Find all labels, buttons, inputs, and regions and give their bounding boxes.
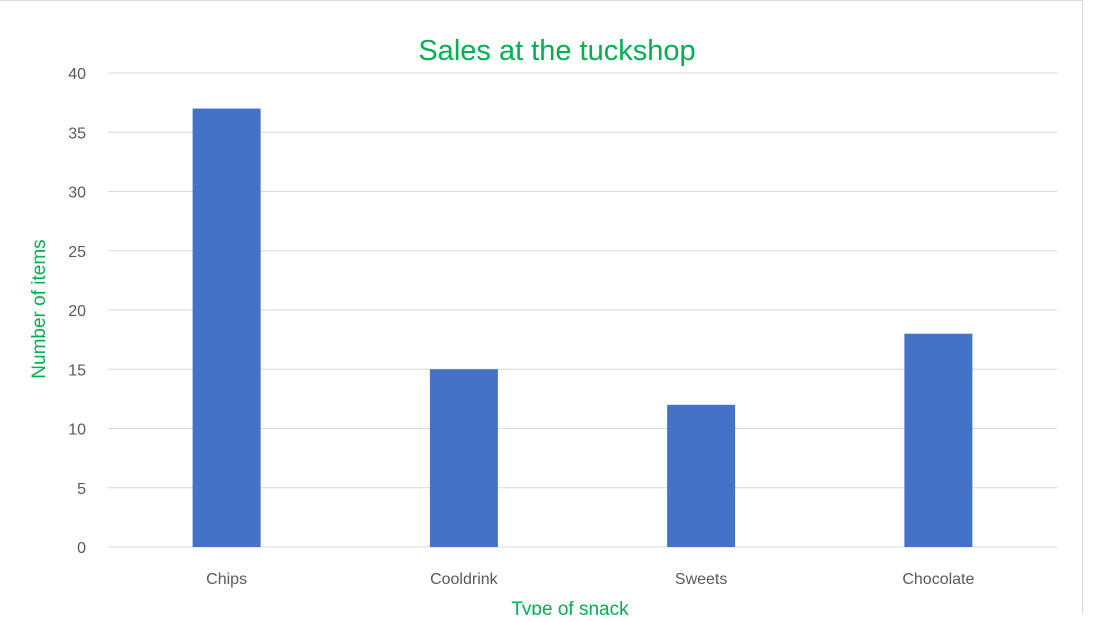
x-tick-label: Chips — [206, 571, 247, 588]
x-axis-title: Type of snack — [511, 599, 629, 615]
y-tick-label: 5 — [77, 481, 86, 498]
x-tick-labels: Chips Cooldrink Sweets Chocolate — [206, 571, 974, 588]
bar-chart: Sales at the tuckshop 0 5 10 15 20 25 30 35 40 C… — [29, 35, 1057, 615]
bar-chips — [192, 108, 261, 548]
bar-sweets — [667, 404, 736, 547]
y-tick-label: 10 — [68, 422, 86, 439]
y-tick-label: 30 — [68, 185, 86, 202]
y-tick-label: 0 — [77, 540, 86, 557]
y-axis-title: Number of items — [29, 239, 50, 378]
bar-cooldrink — [429, 369, 498, 547]
chart-title: Sales at the tuckshop — [418, 35, 695, 67]
x-tick-label: Sweets — [675, 571, 727, 588]
y-tick-label: 40 — [68, 66, 86, 83]
x-tick-label: Chocolate — [902, 571, 974, 588]
gridlines — [108, 72, 1057, 548]
y-tick-label: 15 — [68, 362, 86, 379]
y-tick-label: 25 — [68, 244, 86, 261]
y-tick-labels: 0 5 10 15 20 25 30 35 40 — [68, 66, 86, 557]
y-tick-label: 20 — [68, 303, 86, 320]
x-tick-label: Cooldrink — [430, 571, 499, 588]
bars — [192, 108, 973, 548]
y-tick-label: 35 — [68, 125, 86, 142]
bar-chocolate — [904, 333, 973, 547]
chart-frame: Sales at the tuckshop 0 5 10 15 20 25 30 35 40 C… — [0, 0, 1083, 615]
